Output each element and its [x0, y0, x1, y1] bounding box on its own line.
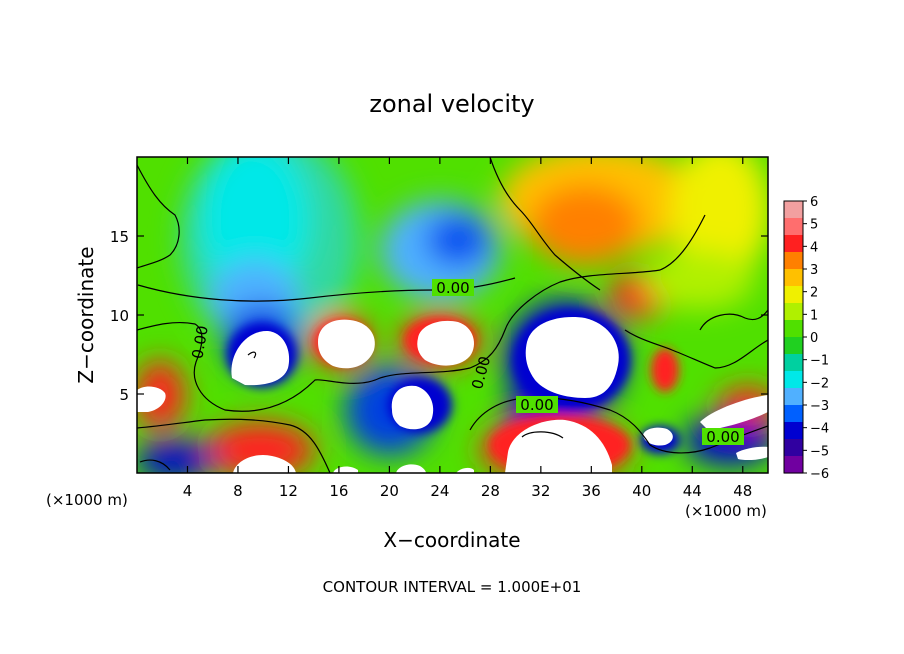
colorbar-swatch — [784, 422, 803, 440]
colorbar-label: −6 — [810, 467, 829, 482]
chart-title: zonal velocity — [369, 90, 534, 118]
colorbar-swatch — [784, 303, 803, 321]
contour-label: 0.00 — [706, 428, 739, 446]
colorbar-label: 0 — [810, 331, 818, 346]
y-tick-label: 15 — [110, 228, 129, 246]
colorbar-swatch — [784, 269, 803, 287]
colorbar-swatch — [784, 405, 803, 423]
contour-label-bg — [702, 428, 744, 445]
colorbar-label: 1 — [810, 308, 818, 323]
x-axis-ticks: 4 8 12 16 20 24 28 32 36 40 44 48 — [183, 157, 752, 500]
colorbar-label: 2 — [810, 286, 818, 301]
x-tick-label: 4 — [183, 482, 193, 500]
colorbar-label: 3 — [810, 263, 818, 278]
y-axis-ticks: 5 10 15 — [110, 228, 768, 404]
x-tick-label: 16 — [329, 482, 348, 500]
colorbar-label: −3 — [810, 399, 829, 414]
colorbar-swatch — [784, 218, 803, 236]
colorbar-swatch — [784, 235, 803, 253]
y-tick-label: 10 — [110, 307, 129, 325]
y-tick-label: 5 — [119, 386, 129, 404]
colorbar-swatch — [784, 354, 803, 372]
colorbar-swatch — [784, 320, 803, 338]
x-tick-label: 32 — [531, 482, 550, 500]
contour-interval-footer: CONTOUR INTERVAL = 1.000E+01 — [323, 578, 582, 596]
colorbar-swatch — [784, 439, 803, 457]
x-tick-label: 44 — [683, 482, 702, 500]
x-tick-label: 20 — [380, 482, 399, 500]
colorbar-label: −5 — [810, 444, 829, 459]
x-tick-label: 12 — [279, 482, 298, 500]
colorbar-label: −2 — [810, 376, 829, 391]
colorbar-label: 4 — [810, 240, 818, 255]
x-tick-label: 24 — [430, 482, 449, 500]
contour-label-bg — [432, 279, 474, 296]
x-tick-label: 36 — [582, 482, 601, 500]
colorbar-swatch — [784, 388, 803, 406]
heatmap-field: 0.00 0.00 0.00 0.00 0.00 — [137, 157, 768, 473]
x-axis-label: X−coordinate — [383, 528, 520, 552]
x-unit-left: (×1000 m) — [46, 491, 128, 509]
colorbar-swatch — [784, 337, 803, 355]
contour-label-bg — [516, 396, 558, 413]
colorbar-swatch — [784, 201, 803, 219]
x-tick-label: 8 — [233, 482, 243, 500]
contour-label: 0.00 — [436, 279, 469, 297]
colorbar-label: 6 — [810, 195, 818, 210]
colorbar-label: 5 — [810, 218, 818, 233]
colorbar-label: −4 — [810, 422, 829, 437]
x-tick-label: 40 — [632, 482, 651, 500]
colorbar-swatch — [784, 252, 803, 270]
x-unit-right: (×1000 m) — [685, 502, 767, 520]
x-tick-label: 48 — [733, 482, 752, 500]
contour-label: 0.00 — [520, 396, 553, 414]
colorbar-label: −1 — [810, 354, 829, 369]
colorbar-swatch — [784, 456, 803, 474]
x-tick-label: 28 — [481, 482, 500, 500]
colorbar-swatch — [784, 286, 803, 304]
y-axis-label: Z−coordinate — [74, 246, 98, 383]
colorbar: 6 5 4 3 2 1 0 −1 −2 −3 −4 −5 −6 — [783, 195, 829, 482]
colorbar-swatch — [784, 371, 803, 389]
contour-label: 0.00 — [188, 324, 212, 360]
